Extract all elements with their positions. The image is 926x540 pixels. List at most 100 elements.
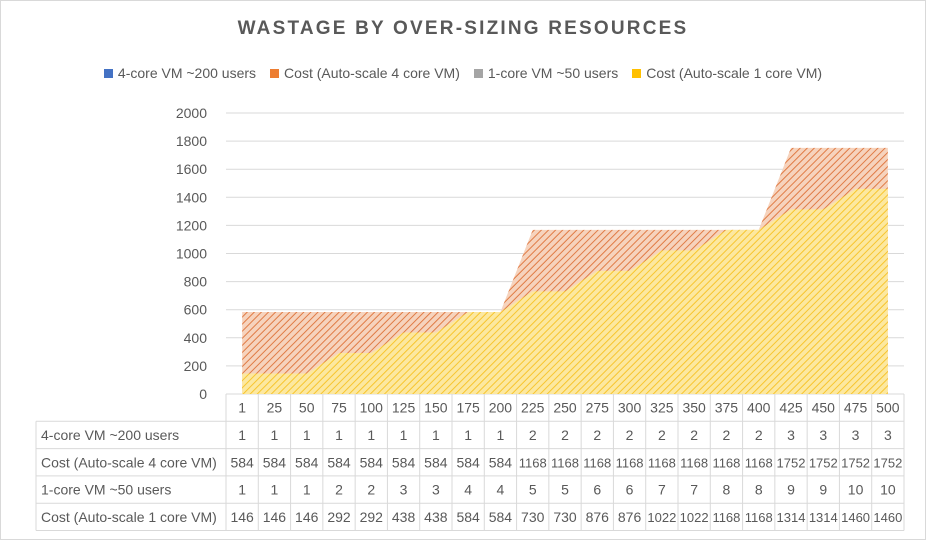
- table-cell: 2: [723, 427, 731, 443]
- table-cell: 146: [230, 509, 254, 525]
- table-cell: 584: [295, 454, 319, 470]
- table-row-label-1-core-vm-50-users: 1-core VM ~50 users: [41, 482, 171, 498]
- table-cell: 4: [497, 482, 505, 498]
- table-cell: 9: [787, 482, 795, 498]
- table-cell: 730: [521, 509, 545, 525]
- x-tick-label: 100: [360, 400, 384, 416]
- x-tick-label: 150: [424, 400, 448, 416]
- table-cell: 1168: [616, 455, 644, 470]
- legend-label: 4-core VM ~200 users: [117, 65, 257, 81]
- y-tick-label: 400: [184, 330, 208, 346]
- table-cell: 1: [367, 427, 375, 443]
- table-cell: 1752: [841, 455, 870, 470]
- y-tick-label: 1800: [176, 133, 207, 149]
- table-cell: 1168: [712, 510, 740, 525]
- y-tick-label: 1000: [176, 246, 207, 262]
- table-cell: 730: [553, 509, 577, 525]
- x-tick-label: 275: [586, 400, 610, 416]
- table-cell: 584: [263, 454, 287, 470]
- table-cell: 2: [529, 427, 537, 443]
- table-row-label-cost-auto-scale-1-core-vm: Cost (Auto-scale 1 core VM): [41, 509, 217, 525]
- table-cell: 1168: [680, 455, 708, 470]
- table-cell: 1: [303, 482, 311, 498]
- legend-swatch: [270, 68, 280, 78]
- table-cell: 584: [327, 454, 351, 470]
- x-tick-label: 400: [747, 400, 771, 416]
- x-tick-label: 300: [618, 400, 642, 416]
- x-tick-label: 450: [812, 400, 836, 416]
- table-cell: 2: [755, 427, 763, 443]
- table-cell: 2: [367, 482, 375, 498]
- table-cell: 1168: [745, 455, 773, 470]
- x-tick-label: 425: [779, 400, 803, 416]
- table-cell: 1: [271, 482, 279, 498]
- x-tick-label: 500: [876, 400, 900, 416]
- x-tick-label: 175: [456, 400, 480, 416]
- y-tick-label: 600: [184, 302, 208, 318]
- legend-label: Cost (Auto-scale 4 core VM): [284, 65, 460, 81]
- y-tick-label: 200: [184, 358, 208, 374]
- table-cell: 2: [593, 427, 601, 443]
- table-cell: 1: [464, 427, 472, 443]
- y-tick-label: 2000: [176, 105, 207, 121]
- table-cell: 1022: [647, 510, 676, 525]
- table-cell: 292: [360, 509, 384, 525]
- table-cell: 10: [880, 482, 896, 498]
- x-tick-label: 225: [521, 400, 545, 416]
- table-cell: 1460: [841, 510, 870, 525]
- x-tick-label: 25: [267, 400, 283, 416]
- x-tick-label: 200: [489, 400, 513, 416]
- table-cell: 2: [658, 427, 666, 443]
- y-tick-label: 1400: [176, 189, 207, 205]
- legend-label: Cost (Auto-scale 1 core VM): [646, 65, 823, 81]
- table-cell: 1752: [777, 455, 806, 470]
- table-cell: 1: [238, 427, 246, 443]
- table-cell: 1752: [809, 455, 838, 470]
- table-cell: 1168: [583, 455, 611, 470]
- table-cell: 2: [335, 482, 343, 498]
- chart-title: WASTAGE BY OVER-SIZING RESOURCES: [237, 18, 689, 39]
- table-cell: 7: [658, 482, 666, 498]
- table-cell: 584: [489, 454, 513, 470]
- table-cell: 584: [360, 454, 384, 470]
- x-tick-label: 375: [715, 400, 739, 416]
- table-cell: 146: [295, 509, 319, 525]
- table-cell: 3: [787, 427, 795, 443]
- table-cell: 1: [497, 427, 505, 443]
- table-cell: 438: [424, 509, 448, 525]
- legend-swatch: [632, 68, 642, 78]
- table-cell: 1: [400, 427, 408, 443]
- table-cell: 2: [626, 427, 634, 443]
- table-cell: 1168: [551, 455, 579, 470]
- table-row-label-cost-auto-scale-4-core-vm: Cost (Auto-scale 4 core VM): [41, 454, 217, 470]
- table-cell: 584: [489, 509, 513, 525]
- table-cell: 5: [561, 482, 569, 498]
- table-cell: 7: [690, 482, 698, 498]
- table-cell: 584: [424, 454, 448, 470]
- table-cell: 2: [561, 427, 569, 443]
- y-tick-label: 1600: [176, 161, 207, 177]
- table-cell: 584: [456, 509, 480, 525]
- x-tick-label: 1: [238, 400, 246, 416]
- table-cell: 8: [755, 482, 763, 498]
- table-cell: 3: [819, 427, 827, 443]
- y-tick-label: 1200: [176, 217, 207, 233]
- x-tick-label: 50: [299, 400, 315, 416]
- table-cell: 584: [230, 454, 254, 470]
- legend-item-1-core-vm-50-users: 1-core VM ~50 users: [473, 65, 618, 81]
- table-cell: 4: [464, 482, 472, 498]
- table-cell: 1: [432, 427, 440, 443]
- table-row-label-4-core-vm-200-users: 4-core VM ~200 users: [41, 427, 179, 443]
- y-tick-label: 0: [199, 386, 207, 402]
- table-cell: 1168: [648, 455, 676, 470]
- table-cell: 6: [593, 482, 601, 498]
- series-area-cost-auto-scale-1-core-vm: [242, 188, 888, 394]
- table-cell: 584: [456, 454, 480, 470]
- table-cell: 876: [586, 509, 610, 525]
- table-cell: 2: [690, 427, 698, 443]
- table-cell: 3: [852, 427, 860, 443]
- x-tick-label: 325: [650, 400, 674, 416]
- legend-item-cost-auto-scale-4-core-vm: Cost (Auto-scale 4 core VM): [270, 65, 460, 81]
- table-cell: 1168: [745, 510, 773, 525]
- table-cell: 1314: [777, 510, 806, 525]
